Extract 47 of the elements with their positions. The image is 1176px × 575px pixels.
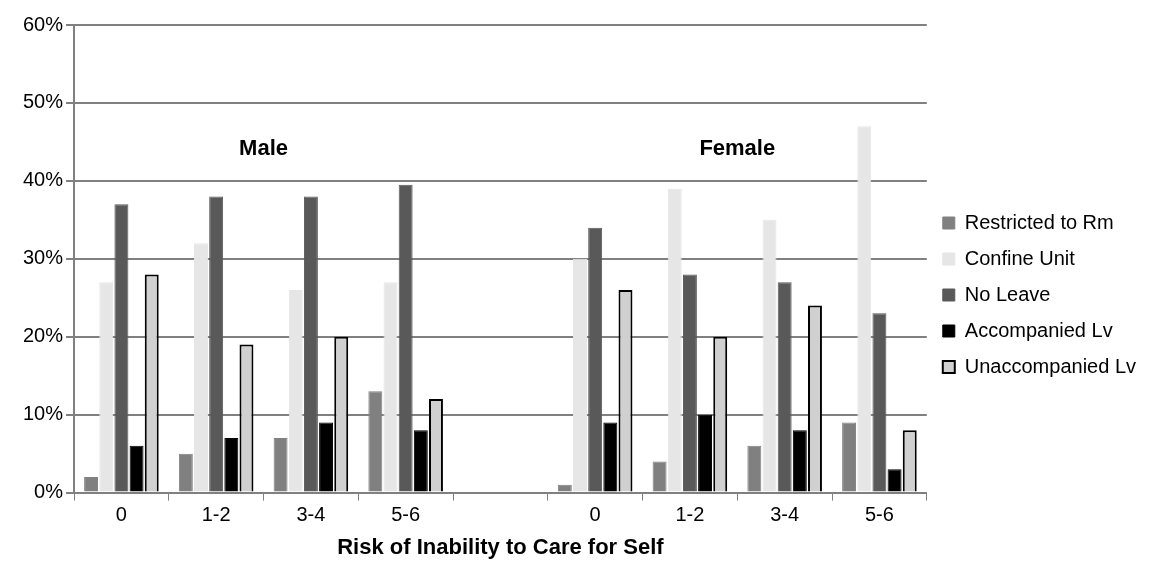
bar: [114, 204, 129, 492]
x-tick-label: 1-2: [675, 503, 705, 526]
y-tick-label: 0%: [34, 480, 64, 503]
bar: [194, 243, 208, 492]
bar: [224, 438, 239, 492]
bar: [209, 196, 224, 492]
legend-label: No Leave: [964, 282, 1051, 305]
bar: [792, 430, 807, 492]
bar: [99, 282, 114, 492]
bar: [129, 445, 144, 492]
bar: [762, 219, 777, 492]
bar: [383, 282, 398, 492]
y-tick-label: 20%: [23, 324, 64, 347]
legend-label: Accompanied Lv: [964, 318, 1113, 341]
bar: [872, 313, 887, 492]
y-tick-label: 40%: [23, 168, 64, 191]
bar: [573, 258, 587, 492]
x-tick-label: 5-6: [391, 503, 421, 526]
bar: [303, 196, 318, 492]
annotation: Female: [699, 134, 776, 160]
bar: [588, 227, 603, 492]
x-axis-title: Risk of Inability to Care for Self: [337, 533, 665, 559]
y-tick-label: 60%: [23, 12, 64, 35]
bar: [667, 188, 682, 492]
bar: [887, 469, 902, 492]
x-tick-label: 3-4: [770, 503, 800, 526]
x-tick-label: 0: [115, 503, 127, 526]
bar: [413, 430, 428, 492]
y-tick-label: 10%: [23, 402, 64, 425]
x-tick-label: 1-2: [201, 503, 231, 526]
x-tick-label: 3-4: [296, 503, 326, 526]
annotation: Male: [239, 134, 288, 160]
bar: [682, 274, 697, 492]
bar: [319, 422, 334, 492]
bar: [698, 414, 713, 492]
bar: [777, 282, 792, 492]
x-tick-label: 0: [589, 503, 601, 526]
y-tick-label: 50%: [23, 90, 64, 113]
y-tick-label: 30%: [23, 246, 64, 269]
bar: [398, 184, 413, 492]
legend-label: Unaccompanied Lv: [964, 354, 1137, 377]
legend-label: Restricted to Rm: [964, 210, 1114, 233]
x-tick-label: 5-6: [864, 503, 894, 526]
legend-label: Confine Unit: [964, 246, 1076, 269]
bar: [857, 126, 872, 492]
bar: [603, 422, 618, 492]
bar: [288, 289, 303, 492]
